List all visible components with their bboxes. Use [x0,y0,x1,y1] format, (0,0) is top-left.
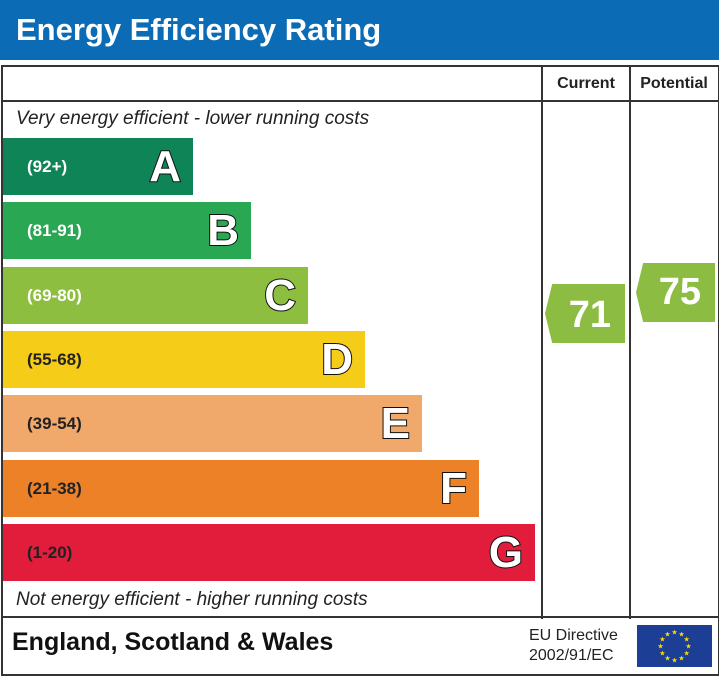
star-icon: ★ [671,657,677,665]
band-letter: B [206,205,240,256]
band-range: (69-80) [27,285,82,305]
band-range: (92+) [27,157,68,176]
star-icon: ★ [678,630,684,638]
band-letter: G [488,527,524,578]
band-letter: C [263,270,297,321]
directive-line1: EU Directive [529,627,618,644]
star-icon: ★ [685,643,691,651]
divider [1,616,718,618]
potential-rating-arrow: 75 [636,263,715,322]
star-icon: ★ [683,636,689,644]
eu-flag-icon: ★★★★★★★★★ ★ ★★ [637,625,712,667]
band-f: (21-38) F [3,459,479,517]
current-header: Current [557,75,615,92]
current-rating-arrow: 71 [545,284,625,343]
band-letter: D [320,334,354,385]
potential-header: Potential [640,75,708,92]
star-icon: ★ [659,650,665,658]
page-title: Energy Efficiency Rating [0,0,719,60]
potential-rating-value: 75 [658,271,701,313]
band-b: (81-91) B [3,202,251,260]
top-note: Very energy efficient - lower running co… [16,108,370,129]
band-letter: F [439,463,468,514]
band-range: (55-68) [27,349,82,369]
band-c: (69-80) C [3,266,308,324]
band-range: (21-38) [27,478,82,498]
divider [541,65,543,619]
band-a: (92+) A [3,138,193,195]
star-icon: ★ [678,655,684,663]
divider [1,100,718,102]
band-e: (39-54) E [3,395,422,453]
star-icon: ★ [664,655,670,663]
star-icon: ★ [659,636,665,644]
region-label: England, Scotland & Wales [12,628,334,656]
eu-directive: EU Directive 2002/91/EC [529,626,618,666]
band-range: (1-20) [27,542,73,562]
band-range: (39-54) [27,414,82,434]
band-range: (81-91) [27,221,82,241]
bottom-note: Not energy efficient - higher running co… [16,589,368,610]
star-icon: ★ [664,630,670,638]
current-rating-value: 71 [568,294,611,336]
band-letter: E [380,398,411,449]
star-icon: ★ [683,650,689,658]
band-d: (55-68) D [3,330,365,388]
directive-line2: 2002/91/EC [529,647,614,664]
star-icon: ★ [671,629,677,637]
band-g: (1-20) G [3,523,535,581]
star-icon: ★ [657,643,663,651]
band-letter: A [148,141,182,192]
divider [629,65,631,619]
